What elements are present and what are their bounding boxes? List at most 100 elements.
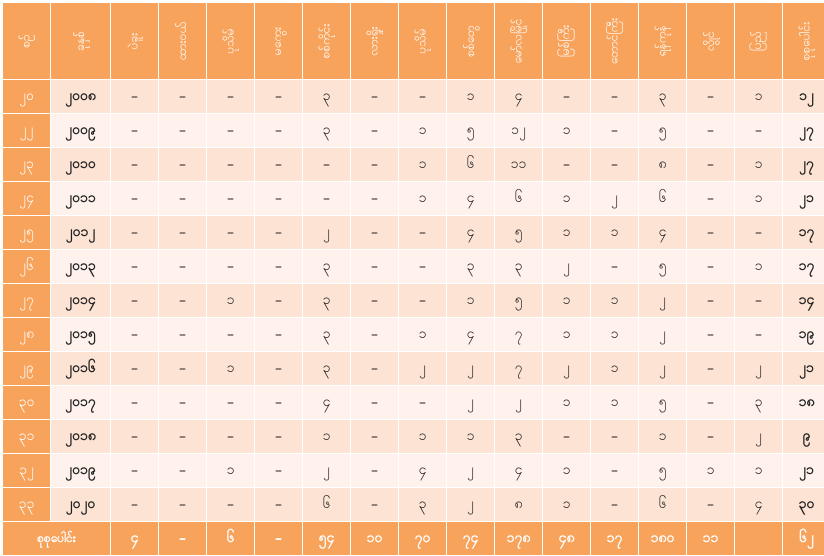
table-cell: – (687, 182, 735, 216)
table-cell: – (399, 250, 447, 284)
table-row: ၃၀၂၀၁၇––––၄––၂၂၁၁၅–၃၁၈ (3, 386, 824, 420)
table-cell: ၁ (639, 420, 687, 454)
table-cell: ၃ (303, 114, 351, 148)
table-cell: ၁ (735, 80, 783, 114)
table-cell: – (351, 148, 399, 182)
table-cell: ၃ (303, 352, 351, 386)
serial-cell: ၂၈ (3, 318, 51, 352)
year-cell: ၂၀၁၆ (51, 352, 111, 386)
column-header: စစ်ကိုင်း (303, 3, 351, 80)
table-cell: ၂ (447, 352, 495, 386)
column-header-label: မကွေး (269, 27, 287, 55)
column-header: စစ်တွေ (447, 3, 495, 80)
table-cell: – (735, 216, 783, 250)
table-cell: – (687, 114, 735, 148)
table-cell: – (591, 420, 639, 454)
table-cell: ၁ (447, 80, 495, 114)
total-cell: ၇၀ (399, 522, 447, 556)
table-cell: ၂ (543, 352, 591, 386)
table-cell: ၄ (303, 386, 351, 420)
table-cell: – (351, 182, 399, 216)
table-cell: – (159, 148, 207, 182)
row-total-cell: ၉ (783, 420, 824, 454)
column-header: မြစ်ကြီး (543, 3, 591, 80)
table-row: ၂၂၂၀၀၉––––၃–၁၅၁၂၁–၅––၂၇ (3, 114, 824, 148)
table-cell: – (351, 284, 399, 318)
table-cell: – (735, 318, 783, 352)
row-total-cell: ၁၇ (783, 216, 824, 250)
table-row: ၂၄၂၀၁၁––––––၁၄၆၁၂၆–၁၂၁ (3, 182, 824, 216)
table-cell: – (399, 284, 447, 318)
table-cell: – (735, 114, 783, 148)
table-cell: ၈ (639, 148, 687, 182)
serial-cell: ၃၂ (3, 454, 51, 488)
table-cell: – (159, 114, 207, 148)
totals-label: စုစုပေါင်း (3, 522, 111, 556)
table-cell: – (255, 454, 303, 488)
table-cell: – (591, 114, 639, 148)
serial-cell: ၂၇ (3, 284, 51, 318)
table-cell: ၅ (447, 114, 495, 148)
table-cell: ၁ (591, 216, 639, 250)
table-cell: ၁ (591, 318, 639, 352)
table-cell: – (351, 80, 399, 114)
serial-cell: ၂၆ (3, 250, 51, 284)
table-cell: – (591, 488, 639, 522)
table-cell: ၁ (399, 420, 447, 454)
table-cell: – (255, 420, 303, 454)
table-cell: – (255, 148, 303, 182)
table-cell: – (255, 250, 303, 284)
table-cell: ၂ (543, 250, 591, 284)
year-cell: ၂၀၁၁ (51, 182, 111, 216)
table-cell: ၅ (495, 216, 543, 250)
total-cell: – (255, 522, 303, 556)
table-cell: ၁ (687, 454, 735, 488)
table-cell: ၆ (639, 488, 687, 522)
table-cell: ၅ (639, 386, 687, 420)
table-row: ၂၉၂၀၁၆––၁–၃–၂၂၇၂၁၂–၂၂၁ (3, 352, 824, 386)
table-cell: – (255, 352, 303, 386)
table-cell: ၁ (543, 114, 591, 148)
table-cell: – (207, 488, 255, 522)
table-cell: ၁ (543, 284, 591, 318)
table-cell: ၄ (447, 216, 495, 250)
table-cell: ၁ (303, 420, 351, 454)
table-cell: ၁ (207, 284, 255, 318)
column-header: လွိုင် (687, 3, 735, 80)
total-cell: ၁၈၀ (639, 522, 687, 556)
row-total-cell: ၁၄ (783, 284, 824, 318)
row-total-cell: ၃၀ (783, 488, 824, 522)
table-cell: – (111, 284, 159, 318)
table-cell: – (687, 352, 735, 386)
table-cell: – (255, 216, 303, 250)
table-cell: – (351, 114, 399, 148)
column-header-label: မော်လမြိုင် (510, 18, 528, 63)
year-cell: ၂၀၁၃ (51, 250, 111, 284)
table-cell: – (111, 148, 159, 182)
column-header-label: လားရှိုး (365, 26, 383, 55)
table-row: ၂၃၂၀၁၀––––––၁၆၁၁––၈–၁၂၇ (3, 148, 824, 182)
table-body: ၂၀၂၀၀၈––––၃––၁၄––၃–၁၁၂၂၂၂၀၀၉––––၃–၁၅၁၂၁–… (3, 80, 824, 522)
table-cell: ၁ (399, 114, 447, 148)
table-cell: – (159, 352, 207, 386)
table-cell: – (111, 182, 159, 216)
table-cell: – (159, 420, 207, 454)
table-cell: – (399, 80, 447, 114)
column-header: ရန်ကုန် (639, 3, 687, 80)
table-cell: – (591, 148, 639, 182)
table-cell: ၅ (639, 454, 687, 488)
total-cell (735, 522, 783, 556)
year-cell: ၂၀၁၅ (51, 318, 111, 352)
table-cell: – (159, 284, 207, 318)
total-cell: ၇၄ (447, 522, 495, 556)
table-cell: – (687, 250, 735, 284)
table-cell: – (255, 284, 303, 318)
table-cell: ၆ (639, 182, 687, 216)
column-header-label: မြစ်ကြီး (558, 25, 576, 57)
table-cell: – (543, 420, 591, 454)
row-total-cell: ၂၁ (783, 182, 824, 216)
row-total-cell: ၁၈ (783, 386, 824, 420)
table-row: ၂၀၂၀၀၈––––၃––၁၄––၃–၁၁၂ (3, 80, 824, 114)
serial-cell: ၂၅ (3, 216, 51, 250)
table-cell: – (111, 352, 159, 386)
